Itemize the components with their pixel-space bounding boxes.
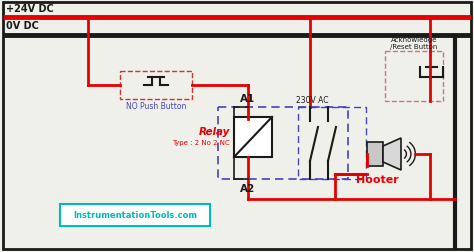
Text: Acknowledge
/Reset Button: Acknowledge /Reset Button [390,37,438,50]
Text: A2: A2 [240,183,255,193]
Bar [298,108,366,179]
Text: A1: A1 [240,94,255,104]
Text: InstrumentationTools.com: InstrumentationTools.com [73,211,197,220]
Text: Type : 2 No 2 NC: Type : 2 No 2 NC [172,139,230,145]
Text: +24V DC: +24V DC [6,4,54,14]
Bar [234,117,272,158]
Bar [218,108,348,179]
Text: 0V DC: 0V DC [6,21,39,31]
Polygon shape [383,138,401,170]
Bar [367,142,383,166]
Text: 230V AC: 230V AC [296,96,328,105]
Text: Relay: Relay [199,127,230,137]
Text: NO Push Button: NO Push Button [126,102,186,111]
Text: Hooter: Hooter [356,174,398,184]
FancyBboxPatch shape [60,204,210,226]
